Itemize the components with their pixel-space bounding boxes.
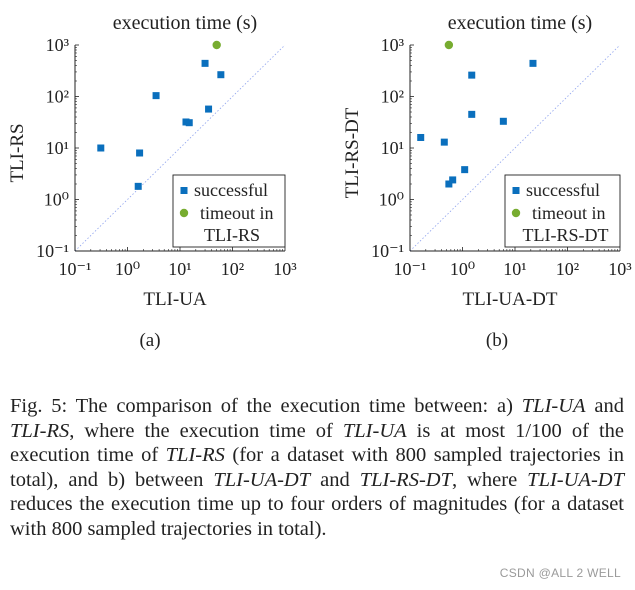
figure-caption: Fig. 5: The comparison of the execution … bbox=[10, 394, 624, 541]
data-point-successful bbox=[134, 182, 142, 190]
chart-title: execution time (s) bbox=[113, 12, 257, 34]
legend-marker-timeout bbox=[179, 208, 189, 218]
figure: 10⁻¹10⁻¹10⁰10⁰10¹10¹10²10²10³10³executio… bbox=[7, 12, 632, 351]
chart-panel-b: 10⁻¹10⁻¹ 10⁰ 10⁰ 10¹ 10¹ 10² 10² 10³ 10³ executio… bbox=[342, 12, 632, 351]
data-point-successful bbox=[97, 144, 105, 152]
x-tick-label: 10³ bbox=[273, 259, 297, 279]
data-point-successful bbox=[499, 117, 507, 125]
x-tick-label: 10¹ bbox=[503, 259, 526, 279]
y-tick-label: 10¹ bbox=[46, 138, 69, 158]
data-point-successful bbox=[185, 119, 193, 127]
x-tick-label: 10³ bbox=[608, 259, 632, 279]
caption-text: reduces the execution time up to four or… bbox=[10, 493, 624, 540]
legend-label-successful: successful bbox=[526, 180, 600, 200]
legend-label-successful: successful bbox=[194, 180, 268, 200]
caption-text: 1/100 bbox=[515, 419, 562, 442]
caption-italic-term: TLI-UA bbox=[342, 419, 407, 442]
panel-label: (b) bbox=[486, 330, 508, 351]
caption-text: (for a dataset with 800 sampled trajecto… bbox=[10, 444, 625, 491]
caption-text: of the execution time of bbox=[10, 419, 624, 467]
reference-line bbox=[410, 45, 620, 251]
legend-label-timeout: timeout in bbox=[200, 203, 274, 223]
x-tick-label: 10⁻¹ bbox=[394, 259, 427, 279]
legend-label-timeout: timeout in bbox=[532, 203, 606, 223]
caption-italic-term: TLI-RS-DT bbox=[359, 468, 452, 491]
y-tick-label: 10¹ bbox=[381, 138, 404, 158]
watermark: CSDN @ALL 2 WELL bbox=[499, 566, 621, 580]
data-point-successful bbox=[440, 138, 448, 146]
data-point-successful bbox=[461, 166, 469, 174]
y-tick-label: 10³ bbox=[381, 35, 405, 55]
data-point-successful bbox=[445, 180, 453, 188]
data-point-successful bbox=[417, 133, 425, 141]
caption-text: and bbox=[310, 468, 360, 491]
x-tick-label: 10⁻¹ bbox=[59, 259, 92, 279]
data-point-successful bbox=[201, 59, 209, 67]
y-axis-label: TLI-RS bbox=[7, 123, 28, 182]
y-tick-label: 10³ bbox=[46, 35, 70, 55]
x-tick-label: 10² bbox=[556, 259, 579, 279]
data-point-successful bbox=[136, 149, 144, 157]
chart-title: execution time (s) bbox=[448, 12, 592, 34]
legend-label-timeout: TLI-RS bbox=[204, 225, 260, 245]
y-tick-label: 10⁻¹ bbox=[36, 241, 69, 261]
y-axis-label: TLI-RS-DT bbox=[342, 107, 363, 198]
caption-italic-term: TLI-UA-DT bbox=[213, 468, 311, 491]
data-point-timeout bbox=[444, 40, 454, 50]
caption-italic-term: TLI-RS bbox=[165, 444, 225, 466]
y-tick-label: 10² bbox=[381, 87, 404, 107]
legend-box bbox=[504, 174, 621, 248]
legend-marker-successful bbox=[180, 187, 188, 194]
caption-italic-term: TLI-RS bbox=[10, 419, 70, 442]
caption-text: Fig. 5: The comparison of the execution … bbox=[10, 395, 522, 417]
x-tick-label: 10⁰ bbox=[450, 259, 475, 279]
data-point-timeout bbox=[212, 40, 221, 50]
y-tick-label: 10⁻¹ bbox=[371, 241, 404, 261]
data-point-successful bbox=[449, 176, 457, 184]
legend-box bbox=[172, 174, 286, 248]
data-point-successful bbox=[468, 71, 476, 79]
y-tick-label: 10⁰ bbox=[379, 190, 404, 210]
legend-marker-timeout bbox=[511, 208, 521, 218]
x-tick-label: 10⁰ bbox=[115, 259, 140, 279]
y-tick-label: 10² bbox=[46, 87, 69, 107]
x-tick-label: 10² bbox=[221, 259, 244, 279]
data-point-successful bbox=[205, 105, 213, 113]
chart-panel-a: 10⁻¹10⁻¹ 10⁰ 10⁰ 10¹ 10¹ 10² 10² 10³ 10³ executio… bbox=[7, 12, 297, 351]
data-point-successful bbox=[468, 110, 476, 118]
x-axis-label: TLI-UA-DT bbox=[463, 289, 558, 310]
caption-text: , where the execution time of bbox=[69, 419, 343, 442]
legend-marker-successful bbox=[512, 187, 520, 194]
y-tick-label: 10⁰ bbox=[44, 190, 69, 210]
caption-italic-term: TLI-UA bbox=[521, 395, 586, 417]
caption-italic-term: TLI-UA-DT bbox=[527, 468, 624, 491]
caption-text: and bbox=[585, 395, 624, 417]
panel-label: (a) bbox=[139, 330, 160, 351]
x-tick-label: 10¹ bbox=[168, 259, 191, 279]
x-axis-label: TLI-UA bbox=[143, 289, 207, 310]
data-point-successful bbox=[152, 92, 160, 100]
reference-line bbox=[75, 45, 285, 251]
data-point-successful bbox=[217, 71, 225, 79]
caption-text: , where bbox=[451, 468, 528, 491]
legend-label-timeout: TLI-RS-DT bbox=[523, 225, 609, 245]
data-point-successful bbox=[529, 59, 537, 67]
caption-text: is at most bbox=[406, 419, 516, 442]
